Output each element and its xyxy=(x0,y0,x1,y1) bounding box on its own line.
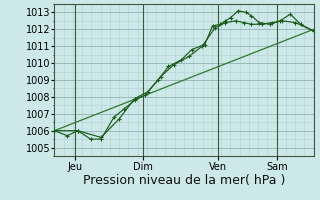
X-axis label: Pression niveau de la mer( hPa ): Pression niveau de la mer( hPa ) xyxy=(83,174,285,187)
